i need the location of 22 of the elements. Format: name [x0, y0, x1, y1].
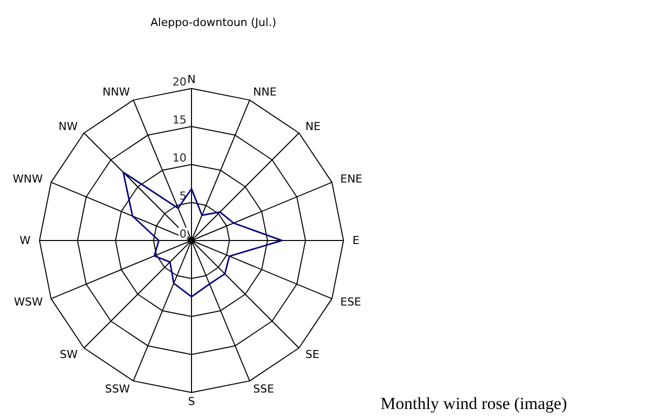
y-tick-label: 10	[172, 152, 187, 164]
y-tick-label: 20	[172, 76, 187, 88]
spoke-label: S	[188, 395, 196, 408]
spoke-label: SE	[305, 348, 320, 361]
spoke-label: E	[352, 234, 360, 247]
spoke-label: NW	[58, 120, 78, 134]
spoke-label: W	[20, 234, 31, 247]
spoke-label: ESE	[340, 296, 362, 309]
y-tick-label: 0	[180, 228, 186, 240]
spoke-label: N	[187, 73, 196, 86]
y-tick-label: 15	[172, 114, 187, 126]
spoke-label: SW	[60, 348, 78, 361]
chart-title: Aleppo-downtoun (Jul.)	[150, 16, 276, 29]
spoke-label: WSW	[14, 296, 43, 309]
spoke-label: ENE	[340, 172, 362, 186]
text: Monthly wind rose (image)	[380, 394, 567, 413]
spoke-label: NE	[305, 120, 321, 134]
spoke-label: NNE	[253, 85, 277, 98]
spoke-label: SSW	[105, 382, 130, 396]
spoke-label: SSE	[253, 382, 274, 396]
spoke-label: NNW	[102, 85, 130, 98]
spoke-label: WNW	[12, 172, 43, 186]
